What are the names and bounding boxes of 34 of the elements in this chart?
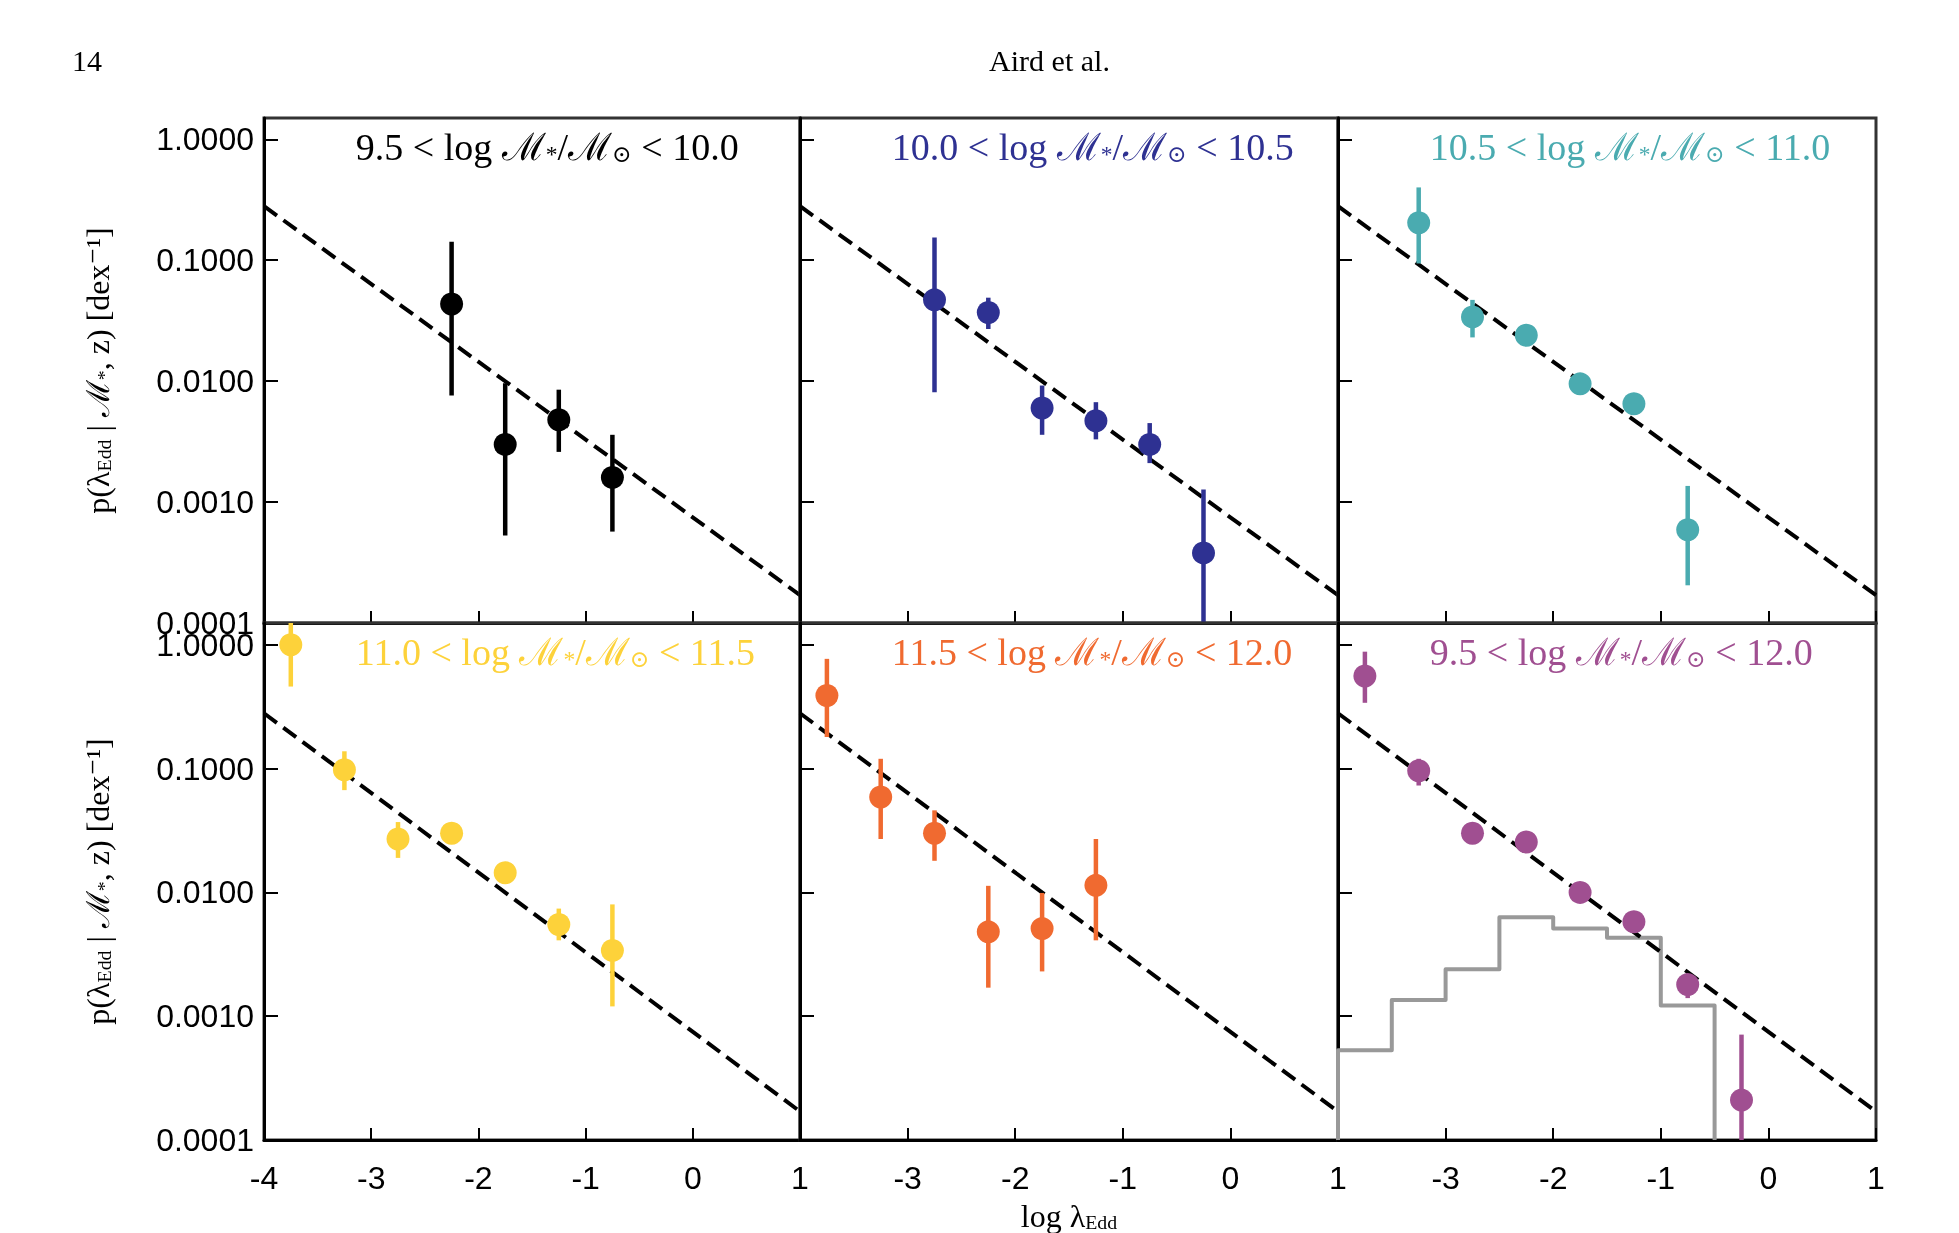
y-tick-label: 0.0100 xyxy=(156,363,254,400)
y-tick-label: 0.0010 xyxy=(156,998,254,1035)
y-tick-label: 0.0001 xyxy=(156,1122,254,1158)
x-tick-label: -1 xyxy=(1646,1160,1676,1196)
y-tick-label: 1.0000 xyxy=(156,121,254,158)
chart-title: 10.0 < log ℳ*/ℳ⊙ < 10.5 xyxy=(891,126,1294,168)
y-axis-title: p(λEdd | ℳ*, z) [dex⁻¹] xyxy=(80,738,116,1025)
x-tick-label: 0 xyxy=(1759,1160,1778,1196)
x-tick-label: -1 xyxy=(571,1160,600,1196)
x-tick-label: -3 xyxy=(1431,1160,1460,1196)
chart-title: 11.5 < log ℳ*/ℳ⊙ < 12.0 xyxy=(891,631,1293,673)
y-axis-title: p(λEdd | ℳ*, z) [dex⁻¹] xyxy=(80,227,116,514)
y-tick-label: 0.1000 xyxy=(156,242,254,279)
x-tick-label: 1 xyxy=(1867,1160,1885,1196)
x-tick-label: -4 xyxy=(249,1160,279,1196)
x-tick-label: -3 xyxy=(356,1160,386,1196)
y-tick-label: 0.0010 xyxy=(156,484,254,521)
x-tick-label: 0 xyxy=(683,1160,702,1196)
y-tick-label: 0.1000 xyxy=(156,750,254,787)
text: 14 xyxy=(72,44,102,77)
chart-title: 11.0 < log ℳ*/ℳ⊙ < 11.5 xyxy=(355,631,755,673)
x-tick-label: -3 xyxy=(893,1160,922,1196)
x-tick-label: -2 xyxy=(1000,1160,1030,1196)
y-tick-label: 0.0100 xyxy=(156,874,254,911)
x-tick-label: -2 xyxy=(464,1160,493,1196)
chart-title: 9.5 < log ℳ*/ℳ⊙ < 12.0 xyxy=(1429,631,1813,673)
x-tick-label: 1 xyxy=(1329,1160,1347,1196)
x-tick-label: 1 xyxy=(791,1160,809,1196)
x-tick-label: 0 xyxy=(1221,1160,1240,1196)
x-tick-label: -1 xyxy=(1108,1160,1138,1196)
x-tick-label: -2 xyxy=(1538,1160,1568,1196)
chart-title: 9.5 < log ℳ*/ℳ⊙ < 10.0 xyxy=(355,126,739,168)
chart-title: 10.5 < log ℳ*/ℳ⊙ < 11.0 xyxy=(1429,126,1831,168)
text: Aird et al. xyxy=(989,44,1110,77)
